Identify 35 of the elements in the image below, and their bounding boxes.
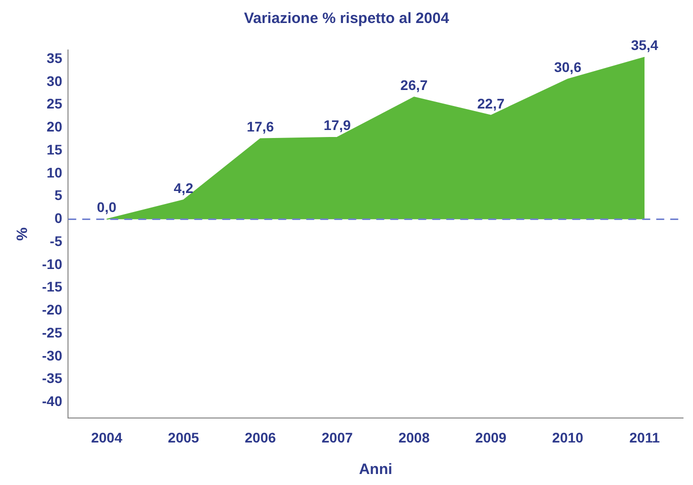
data-label: 17,9 <box>324 117 352 134</box>
y-tick-label: -30 <box>42 347 62 364</box>
y-tick-label: 30 <box>46 72 62 89</box>
x-tick-label: 2010 <box>552 429 584 446</box>
data-label: 0,0 <box>96 199 117 216</box>
y-tick-label: -40 <box>42 393 62 410</box>
data-label: 35,4 <box>630 37 658 54</box>
data-label: 26,7 <box>400 76 428 93</box>
x-tick-label: 2011 <box>629 429 660 446</box>
chart-title: Variazione % rispetto al 2004 <box>244 10 450 28</box>
y-axis-title: % <box>14 227 32 241</box>
data-label: 22,7 <box>477 95 505 112</box>
x-tick-label: 2006 <box>244 429 276 446</box>
data-label: 30,6 <box>554 59 582 76</box>
x-tick-label: 2007 <box>322 429 353 446</box>
y-tick-label: 20 <box>46 118 62 135</box>
y-tick-label: 10 <box>46 164 62 180</box>
y-tick-label: 15 <box>46 141 62 158</box>
x-tick-label: 2005 <box>168 429 200 446</box>
data-label: 17,6 <box>246 118 274 135</box>
y-tick-label: -15 <box>42 278 62 295</box>
y-tick-label: 25 <box>46 96 62 112</box>
y-tick-label: -35 <box>42 370 62 386</box>
x-tick-label: 2009 <box>475 429 507 446</box>
y-tick-label: -25 <box>42 324 62 340</box>
y-tick-label: -10 <box>42 256 62 272</box>
data-label: 4,2 <box>174 180 194 196</box>
y-tick-label: 0 <box>54 210 62 226</box>
x-tick-label: 2004 <box>91 429 122 446</box>
y-tick-label: -20 <box>42 302 62 318</box>
y-tick-label: -5 <box>50 232 62 249</box>
y-tick-label: 35 <box>46 50 62 66</box>
y-tick-label: 5 <box>54 187 62 204</box>
x-tick-label: 2008 <box>398 429 430 446</box>
x-axis-title: Anni <box>358 461 392 478</box>
